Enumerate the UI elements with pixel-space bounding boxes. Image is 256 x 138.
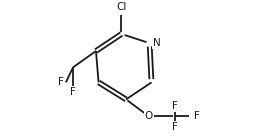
Text: Cl: Cl [116,2,127,12]
Text: F: F [194,111,200,121]
Text: O: O [145,111,153,121]
Text: F: F [58,77,64,87]
Text: N: N [153,38,161,48]
Text: F: F [172,122,178,132]
Text: F: F [172,101,178,111]
Text: F: F [70,87,76,97]
